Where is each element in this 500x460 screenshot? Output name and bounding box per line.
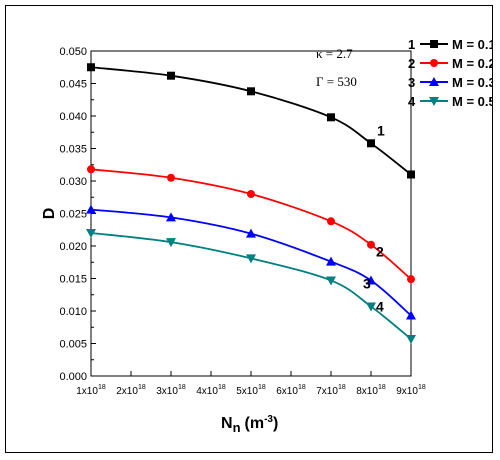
data-point: [326, 256, 336, 266]
series-3: 3: [86, 204, 416, 320]
y-axis-label: D: [41, 208, 58, 220]
x-tick-label: 4x1018: [196, 384, 226, 397]
data-point: [327, 113, 335, 122]
x-tick-label: 5x1018: [236, 384, 266, 397]
gamma-annotation: Γ = 530: [316, 74, 357, 89]
y-tick-label: 0.045: [59, 79, 87, 91]
y-tick-label: 0.015: [59, 274, 87, 286]
legend-label: M = 0.5: [452, 94, 492, 109]
figure-frame: 0.000 0.005 0.010 0.015 0.020 0.025 0.030 0.035…: [5, 5, 496, 453]
legend-item-1: 1 M = 0.1: [408, 37, 496, 52]
y-tick-label: 0.000: [59, 371, 87, 383]
data-point: [407, 275, 415, 284]
data-point: [406, 334, 416, 344]
data-point: [366, 275, 376, 285]
y-tick-label: 0.020: [59, 241, 87, 253]
data-point: [247, 87, 255, 96]
x-axis-label-unit: (m: [245, 415, 265, 432]
curve-label: 4: [376, 298, 384, 314]
x-tick-label: 1x1018: [76, 384, 106, 397]
curve-label: 3: [363, 275, 371, 291]
data-point: [166, 238, 176, 248]
legend-index: 1: [408, 37, 415, 52]
y-tick-label: 0.025: [59, 209, 87, 221]
data-point: [87, 165, 95, 174]
x-axis-label-unit-close: ): [273, 415, 278, 432]
legend-index: 4: [408, 94, 416, 109]
legend-item-2: 2 M = 0.2: [408, 56, 496, 71]
x-axis-label-main: N: [221, 415, 233, 432]
data-point: [367, 240, 375, 249]
data-point: [86, 204, 96, 214]
series-line: [90, 66, 412, 176]
data-point: [327, 217, 335, 226]
legend-label: M = 0.1: [452, 37, 492, 52]
series-1: 1: [87, 63, 415, 179]
legend-index: 2: [408, 56, 415, 71]
data-point: [167, 71, 175, 80]
curve-label: 1: [377, 122, 385, 138]
legend: 1 M = 0.1 2 M = 0.2 3 M = 0.3 4 M = 0.5: [408, 37, 496, 109]
data-point: [326, 276, 336, 286]
x-tick-label: 3x1018: [156, 384, 186, 397]
y-tick-label: 0.010: [59, 306, 87, 318]
data-point: [86, 229, 96, 238]
data-point: [87, 63, 95, 72]
y-tick-label: 0.030: [59, 176, 87, 188]
series-2: 2: [87, 165, 415, 284]
legend-marker: [429, 77, 439, 86]
series-4: 4: [86, 229, 416, 344]
legend-marker: [430, 40, 438, 48]
curve-label: 2: [376, 244, 384, 260]
legend-item-4: 4 M = 0.5: [408, 94, 496, 109]
x-axis-label: Nn (m-3): [221, 414, 278, 435]
data-point: [166, 212, 176, 222]
legend-index: 3: [408, 75, 415, 90]
x-axis-label-unit-sup: -3: [264, 414, 273, 425]
y-tick-label: 0.035: [59, 144, 87, 156]
legend-marker: [429, 97, 439, 106]
data-point: [246, 228, 256, 238]
legend-label: M = 0.3: [452, 75, 492, 90]
y-tick-label: 0.005: [59, 339, 87, 351]
y-tick-label: 0.050: [59, 46, 87, 58]
y-tick-label: 0.040: [59, 111, 87, 123]
data-point: [407, 170, 415, 179]
x-tick-label: 6x1018: [276, 384, 306, 397]
x-tick-label: 8x1018: [356, 384, 386, 397]
x-tick-label: 7x1018: [316, 384, 346, 397]
data-point: [406, 310, 416, 320]
legend-marker: [430, 59, 438, 67]
x-tick-label: 9x1018: [396, 384, 426, 397]
legend-label: M = 0.2: [452, 56, 492, 71]
data-point: [246, 254, 256, 264]
chart: 0.000 0.005 0.010 0.015 0.020 0.025 0.030 0.035…: [41, 37, 496, 435]
data-point: [167, 173, 175, 182]
kappa-annotation: κ = 2.7: [316, 46, 353, 61]
data-point: [247, 190, 255, 198]
data-point: [366, 302, 376, 312]
data-point: [367, 139, 375, 148]
legend-item-3: 3 M = 0.3: [408, 75, 496, 90]
x-axis-label-sub: n: [233, 420, 241, 435]
ticks: 0.000 0.005 0.010 0.015 0.020 0.025 0.030 0.035…: [59, 46, 425, 397]
x-tick-label: 2x1018: [116, 384, 146, 397]
